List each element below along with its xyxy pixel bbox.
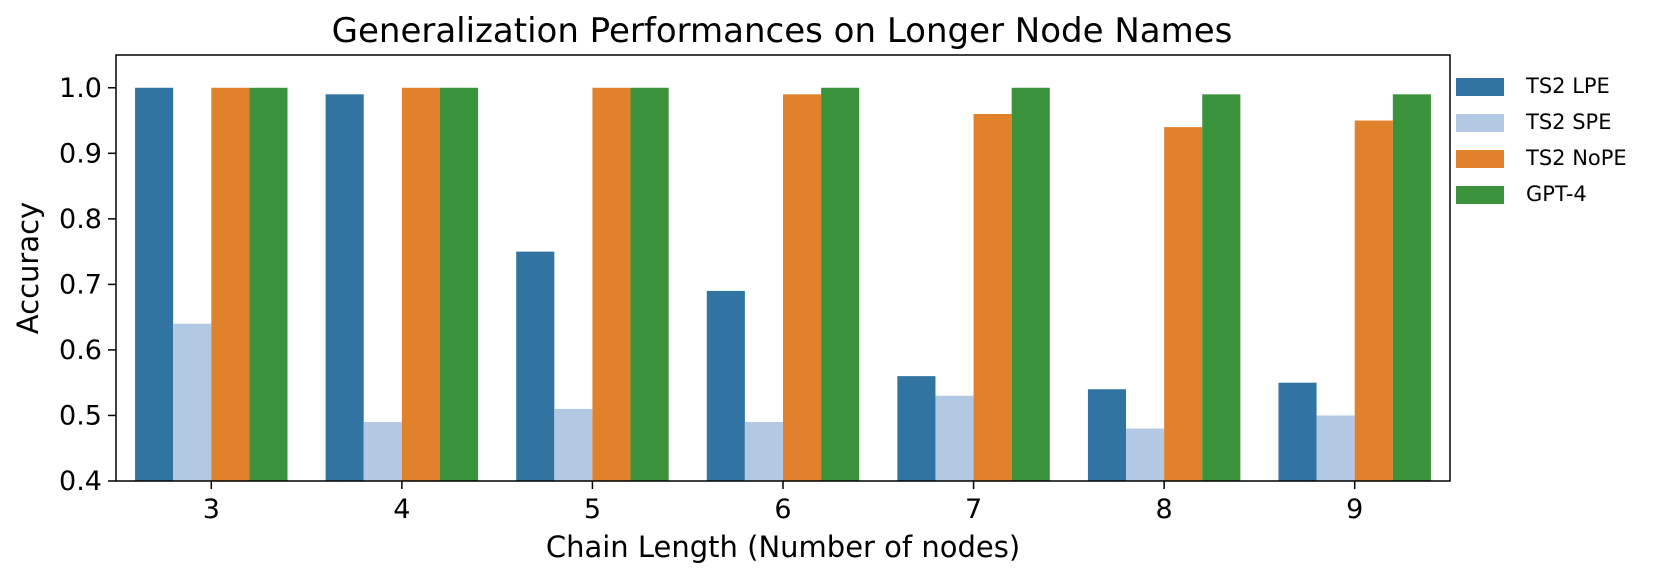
bar (363, 422, 402, 481)
bar (1164, 127, 1203, 481)
bar (744, 422, 783, 481)
series-3 (249, 87, 1431, 482)
bar (935, 395, 974, 481)
x-tick-label: 8 (1156, 494, 1173, 525)
chart-title: Generalization Performances on Longer No… (332, 11, 1233, 51)
x-tick-label: 7 (965, 494, 982, 525)
y-axis: 0.4 0.5 0.6 0.7 0.8 0.9 1.0 (59, 73, 116, 497)
x-tick-label: 4 (393, 494, 410, 525)
legend-label: GPT-4 (1526, 182, 1587, 206)
legend-swatch (1456, 78, 1504, 96)
bar (1126, 428, 1165, 481)
series-0 (135, 87, 1317, 482)
bar (897, 376, 936, 481)
bar (554, 408, 593, 481)
bar (249, 87, 288, 482)
x-tick-label: 6 (774, 494, 791, 525)
legend: TS2 LPE TS2 SPE TS2 NoPE GPT-4 (1456, 74, 1627, 206)
plot-area (135, 87, 1431, 482)
x-axis-label: Chain Length (Number of nodes) (546, 530, 1020, 564)
x-tick-label: 5 (584, 494, 601, 525)
bar (1354, 120, 1393, 482)
series-1 (173, 323, 1355, 481)
bar (135, 87, 174, 482)
bar (630, 87, 669, 482)
bar (516, 251, 555, 481)
y-tick-label: 0.5 (59, 400, 102, 431)
y-axis-label: Accuracy (11, 202, 45, 334)
x-tick-label: 3 (203, 494, 220, 525)
x-axis: 3 4 5 6 7 8 9 (203, 481, 1363, 525)
y-tick-label: 0.8 (59, 204, 102, 235)
bar (783, 94, 822, 482)
bar (325, 94, 364, 482)
bar (821, 87, 860, 482)
bar (173, 323, 212, 481)
bar (1202, 94, 1241, 482)
legend-swatch (1456, 150, 1504, 168)
legend-label: TS2 LPE (1525, 74, 1610, 98)
series-2 (211, 87, 1393, 482)
x-tick-label: 9 (1346, 494, 1363, 525)
bar (706, 290, 745, 481)
y-tick-label: 1.0 (59, 73, 102, 104)
bar (1011, 87, 1050, 482)
plot-frame (115, 54, 1451, 482)
bar (1316, 415, 1355, 481)
bar (439, 87, 479, 482)
y-tick-label: 0.6 (59, 335, 102, 366)
bar (1087, 389, 1127, 481)
legend-label: TS2 NoPE (1525, 146, 1627, 170)
y-tick-label: 0.7 (59, 269, 102, 300)
legend-label: TS2 SPE (1525, 110, 1611, 134)
bar (401, 87, 440, 482)
legend-swatch (1456, 186, 1504, 204)
y-tick-label: 0.9 (59, 138, 102, 169)
bar (1278, 382, 1317, 481)
bar (1392, 94, 1431, 482)
y-tick-label: 0.4 (59, 466, 102, 497)
bar (211, 87, 250, 482)
bar (973, 113, 1012, 481)
legend-swatch (1456, 114, 1504, 132)
bar (592, 87, 631, 482)
